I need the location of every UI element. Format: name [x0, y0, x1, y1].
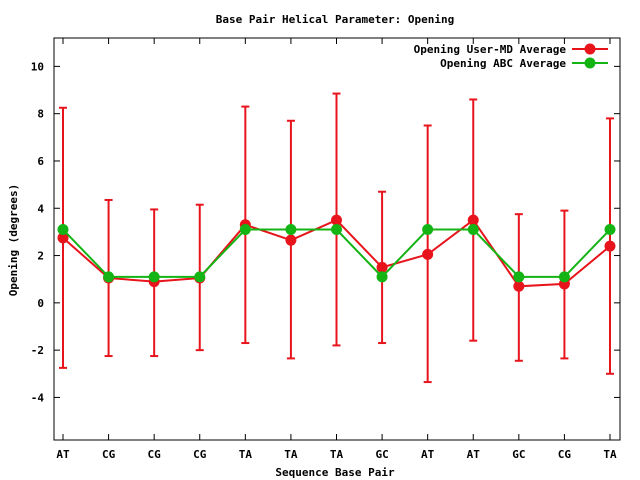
- legend-marker: [584, 43, 596, 55]
- x-tick-label: TA: [330, 448, 344, 461]
- data-point-abc: [285, 224, 297, 236]
- x-axis-label: Sequence Base Pair: [275, 466, 395, 479]
- data-point-user-md: [604, 240, 616, 252]
- data-point-abc: [376, 271, 388, 283]
- x-tick-label: TA: [239, 448, 253, 461]
- data-point-abc: [558, 271, 570, 283]
- y-axis: -4 -2 0 2 4 6 8 10: [31, 60, 620, 404]
- y-tick-label: 2: [37, 250, 44, 263]
- data-point-abc: [57, 224, 69, 236]
- data-point-abc: [604, 224, 616, 236]
- data-point-abc: [331, 224, 342, 236]
- x-tick-label: AT: [467, 448, 481, 461]
- data-point-abc: [148, 271, 160, 283]
- data-point-abc: [239, 224, 251, 236]
- data-point-abc: [422, 224, 434, 236]
- data-point-abc: [513, 271, 525, 283]
- y-tick-label: 4: [37, 202, 44, 215]
- x-tick-label: TA: [284, 448, 298, 461]
- legend-label: Opening ABC Average: [440, 57, 566, 70]
- x-tick-label: GC: [512, 448, 525, 461]
- legend-marker: [584, 57, 596, 69]
- x-tick-label: CG: [193, 448, 207, 461]
- x-tick-label: CG: [558, 448, 572, 461]
- data-point-abc: [467, 224, 479, 236]
- x-tick-label: AT: [421, 448, 435, 461]
- data-point-user-md: [422, 248, 434, 260]
- data-point-abc: [103, 271, 115, 283]
- data-point-user-md: [331, 214, 342, 226]
- x-tick-label: AT: [56, 448, 70, 461]
- y-tick-label: 10: [31, 60, 44, 73]
- x-tick-label: TA: [603, 448, 617, 461]
- legend-label: Opening User-MD Average: [414, 43, 567, 56]
- data-point-abc: [194, 271, 206, 283]
- y-tick-label: 8: [37, 108, 44, 121]
- x-axis: AT CG CG CG TA TA TA GC AT AT GC CG TA: [56, 38, 617, 461]
- y-tick-label: -4: [31, 391, 45, 404]
- chart-title: Base Pair Helical Parameter: Opening: [216, 13, 454, 26]
- data-point-user-md: [513, 280, 525, 292]
- data-point-user-md: [467, 214, 479, 226]
- x-tick-label: CG: [148, 448, 162, 461]
- series-layer: [57, 92, 616, 384]
- y-axis-label: Opening (degrees): [7, 184, 20, 297]
- data-point-user-md: [285, 234, 297, 246]
- y-tick-label: -2: [31, 344, 44, 357]
- y-tick-label: 6: [37, 155, 44, 168]
- y-tick-label: 0: [37, 297, 44, 310]
- data-point-user-md: [57, 232, 69, 244]
- x-tick-label: GC: [375, 448, 388, 461]
- x-tick-label: CG: [102, 448, 116, 461]
- data-point-user-md: [376, 261, 388, 273]
